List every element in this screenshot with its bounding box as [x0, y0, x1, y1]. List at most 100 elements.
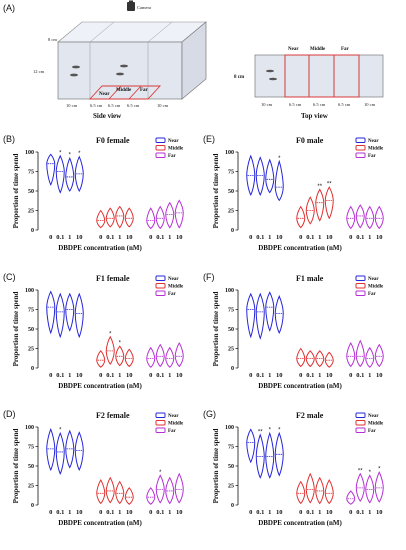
- x-tick-label: 0.1: [106, 372, 114, 379]
- x-tick-label: 0.1: [356, 234, 364, 241]
- y-axis-label: Proportion of time spend: [12, 292, 20, 367]
- panel-label: (C): [3, 272, 16, 282]
- violin-near: [265, 291, 275, 332]
- violin-far: [355, 472, 365, 502]
- legend-label-middle: Middle: [168, 285, 184, 290]
- violin-near: [246, 428, 256, 464]
- y-tick-label: 25: [28, 347, 34, 353]
- x-tick-label: 0: [99, 234, 102, 241]
- x-tick-label: 0.1: [156, 372, 164, 379]
- y-tick-label: 75: [28, 308, 34, 314]
- x-tick-label: 0.1: [56, 372, 64, 379]
- y-tick-label: 0: [31, 503, 34, 509]
- x-tick-label: 10: [376, 509, 383, 516]
- x-tick-label: 0.1: [56, 509, 64, 516]
- x-tick-label: 10: [276, 372, 283, 379]
- violin-far: [174, 342, 184, 368]
- x-tick-label: 0: [349, 372, 352, 379]
- y-tick-label: 25: [28, 484, 34, 490]
- x-tick-label: 1: [268, 509, 271, 516]
- x-tick-label: 10: [176, 509, 183, 516]
- x-tick-label: 0: [249, 509, 252, 516]
- violin-middle: [296, 205, 306, 229]
- legend-label-far: Far: [368, 154, 377, 159]
- panel-title: F2 female: [96, 411, 130, 420]
- violin-near: [55, 431, 65, 476]
- x-tick-label: 10: [326, 234, 333, 241]
- violin-middle: [315, 350, 325, 368]
- legend-label-far: Far: [168, 154, 177, 159]
- significance-star: *: [269, 428, 272, 434]
- violin-near: [65, 429, 75, 469]
- violin-middle: [105, 207, 115, 228]
- panel-label: (E): [203, 134, 215, 144]
- x-tick-label: 10: [326, 509, 333, 516]
- legend-label-middle: Middle: [368, 285, 384, 290]
- significance-star: *: [378, 467, 381, 473]
- violin-middle: [115, 205, 125, 229]
- violin-far: [165, 476, 175, 505]
- top-zone-middle: Middle: [310, 47, 326, 52]
- x-tick-label: 0: [49, 372, 52, 379]
- legend-label-far: Far: [368, 429, 377, 434]
- x-tick-label: 0.1: [356, 509, 364, 516]
- x-tick-label: 10: [126, 509, 133, 516]
- legend-swatch-middle: [355, 420, 366, 426]
- legend-label-middle: Middle: [368, 422, 384, 427]
- y-tick-label: 75: [28, 170, 34, 176]
- x-tick-label: 10: [76, 234, 83, 241]
- x-axis-label: DBDPE concentration (nM): [58, 519, 142, 527]
- violin-middle: [124, 487, 134, 505]
- x-tick-label: 10: [326, 372, 333, 379]
- y-tick-label: 50: [228, 327, 234, 333]
- violin-middle: [96, 209, 106, 229]
- side-width-5: 10 cm: [157, 103, 169, 108]
- violin-far: [365, 474, 375, 504]
- top-width-3: 6.5 cm: [313, 102, 326, 107]
- violin-far: [374, 343, 384, 368]
- significance-star: **: [327, 182, 332, 188]
- violin-near: [55, 154, 65, 194]
- x-tick-label: 0.1: [256, 234, 264, 241]
- y-tick-label: 75: [228, 170, 234, 176]
- y-tick-label: 0: [31, 228, 34, 234]
- x-tick-label: 1: [318, 372, 321, 379]
- violin-middle: [115, 480, 125, 505]
- panel-title: F0 male: [296, 136, 324, 145]
- violin-near: [46, 428, 56, 472]
- legend-swatch-near: [355, 137, 366, 143]
- violin-near: [74, 431, 84, 471]
- y-tick-label: 100: [225, 425, 234, 431]
- violin-middle: [105, 335, 115, 365]
- legend-swatch-near: [155, 412, 166, 418]
- violin-middle: [324, 351, 334, 368]
- legend-label-near: Near: [168, 277, 179, 282]
- y-tick-label: 25: [228, 347, 234, 353]
- violin-near: [65, 156, 75, 192]
- x-tick-label: 0: [49, 509, 52, 516]
- x-tick-label: 10: [176, 372, 183, 379]
- y-tick-label: 25: [228, 209, 234, 215]
- x-tick-label: 0: [299, 234, 302, 241]
- x-tick-label: 0: [149, 509, 152, 516]
- legend-label-middle: Middle: [368, 147, 384, 152]
- significance-star: *: [59, 150, 62, 156]
- panel-label: (D): [3, 409, 16, 419]
- y-tick-label: 100: [25, 425, 34, 431]
- violin-middle: [324, 186, 334, 220]
- legend-swatch-middle: [355, 145, 366, 151]
- violin-middle: [96, 479, 106, 505]
- x-tick-label: 1: [118, 234, 121, 241]
- panel-a-label: (A): [3, 3, 15, 13]
- panel-title: F2 male: [296, 411, 324, 420]
- violin-near: [246, 154, 256, 196]
- violin-far: [346, 490, 356, 505]
- legend-swatch-middle: [155, 145, 166, 151]
- violin-near: [255, 156, 265, 196]
- legend-label-near: Near: [368, 277, 379, 282]
- x-tick-label: 1: [68, 234, 71, 241]
- legend-swatch-far: [155, 427, 166, 433]
- violin-near: [65, 292, 75, 332]
- x-tick-label: 10: [126, 234, 133, 241]
